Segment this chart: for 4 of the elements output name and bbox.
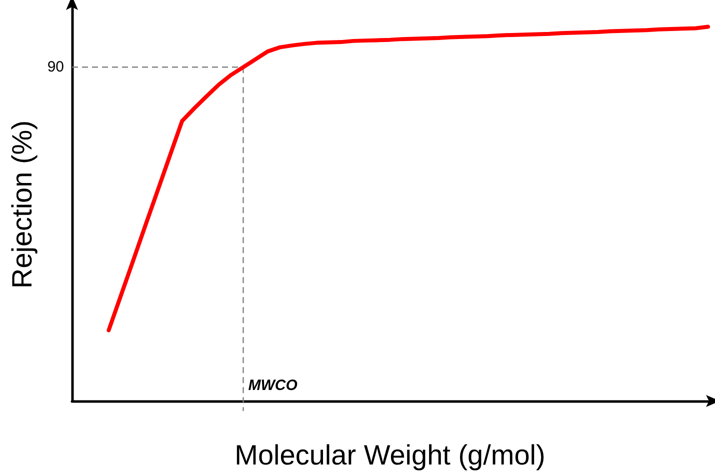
annotation: MWCO <box>248 377 298 394</box>
text: 90 <box>47 58 64 76</box>
x-axis-title: Molecular Weight (g/mol) <box>234 440 546 470</box>
y-axis-title: Rejection (%) <box>6 120 38 289</box>
